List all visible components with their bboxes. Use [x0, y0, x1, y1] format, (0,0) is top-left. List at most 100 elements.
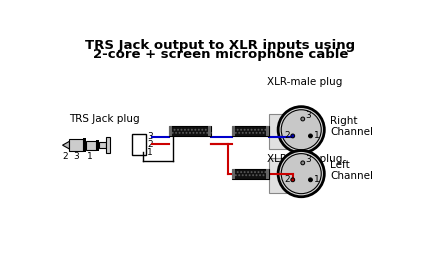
Text: 3: 3: [305, 154, 311, 164]
Bar: [99, 142, 106, 148]
Circle shape: [187, 129, 190, 131]
Text: Left
Channel: Left Channel: [331, 160, 374, 181]
Circle shape: [281, 110, 321, 150]
Circle shape: [254, 129, 256, 131]
Circle shape: [245, 132, 247, 134]
Circle shape: [196, 132, 198, 134]
Circle shape: [233, 171, 235, 173]
Bar: [232, 126, 235, 136]
Circle shape: [244, 171, 246, 173]
Text: 2-core + screen microphone cable: 2-core + screen microphone cable: [93, 48, 348, 61]
Text: XLR-male plug: XLR-male plug: [267, 77, 343, 87]
Circle shape: [266, 174, 268, 176]
Bar: [269, 114, 301, 149]
Circle shape: [255, 132, 258, 134]
Circle shape: [174, 129, 175, 131]
Text: 1: 1: [147, 148, 153, 157]
Circle shape: [175, 132, 177, 134]
Circle shape: [185, 132, 187, 134]
Text: 3: 3: [305, 110, 311, 120]
Circle shape: [278, 151, 324, 197]
Circle shape: [194, 129, 197, 131]
Circle shape: [309, 178, 312, 182]
Bar: [169, 126, 211, 136]
Text: 2: 2: [284, 175, 290, 184]
Circle shape: [264, 171, 267, 173]
Circle shape: [208, 129, 210, 131]
Circle shape: [182, 132, 184, 134]
Circle shape: [262, 132, 264, 134]
Circle shape: [309, 134, 312, 138]
Circle shape: [191, 129, 193, 131]
Circle shape: [172, 132, 174, 134]
Text: TRS Jack plug: TRS Jack plug: [69, 114, 139, 124]
Text: 1: 1: [87, 152, 93, 161]
Circle shape: [240, 171, 242, 173]
Circle shape: [238, 132, 240, 134]
Text: 3: 3: [74, 152, 79, 161]
Circle shape: [184, 129, 186, 131]
Bar: [86, 141, 96, 150]
Circle shape: [258, 129, 259, 131]
Circle shape: [301, 161, 305, 165]
Circle shape: [264, 129, 267, 131]
Circle shape: [206, 132, 208, 134]
Text: 2: 2: [63, 152, 68, 161]
Circle shape: [242, 132, 244, 134]
Circle shape: [192, 132, 194, 134]
Circle shape: [301, 117, 305, 121]
Polygon shape: [62, 141, 70, 149]
Circle shape: [203, 132, 205, 134]
Circle shape: [254, 171, 256, 173]
Circle shape: [238, 174, 240, 176]
Circle shape: [181, 129, 182, 131]
Circle shape: [278, 107, 324, 153]
Circle shape: [262, 174, 264, 176]
Text: 3: 3: [147, 132, 153, 141]
Bar: [83, 138, 86, 152]
Circle shape: [252, 174, 254, 176]
Circle shape: [255, 174, 258, 176]
Text: 2: 2: [284, 131, 290, 140]
Bar: [96, 140, 99, 151]
Text: 1: 1: [313, 131, 319, 140]
Circle shape: [170, 129, 172, 131]
Circle shape: [291, 178, 295, 182]
Circle shape: [261, 171, 263, 173]
Circle shape: [233, 129, 235, 131]
Circle shape: [235, 174, 237, 176]
Circle shape: [189, 132, 191, 134]
Circle shape: [281, 154, 321, 194]
Text: XLR-male plug: XLR-male plug: [267, 154, 343, 164]
Circle shape: [235, 132, 237, 134]
Circle shape: [201, 129, 203, 131]
Bar: [232, 169, 269, 179]
Bar: [232, 126, 269, 136]
Circle shape: [291, 134, 295, 138]
Bar: [269, 158, 301, 193]
Circle shape: [237, 171, 239, 173]
Circle shape: [247, 171, 249, 173]
Circle shape: [251, 129, 252, 131]
Text: 2: 2: [147, 140, 153, 149]
Bar: [266, 126, 269, 136]
Bar: [132, 134, 146, 155]
Circle shape: [240, 129, 242, 131]
Circle shape: [210, 132, 212, 134]
Text: 1: 1: [313, 175, 319, 184]
Circle shape: [249, 174, 251, 176]
Circle shape: [244, 129, 246, 131]
Circle shape: [177, 129, 179, 131]
Circle shape: [259, 174, 261, 176]
Circle shape: [198, 129, 200, 131]
Bar: [232, 169, 235, 179]
Bar: [169, 126, 172, 136]
Circle shape: [266, 132, 268, 134]
Circle shape: [247, 129, 249, 131]
Circle shape: [245, 174, 247, 176]
Circle shape: [249, 132, 251, 134]
Text: TRS Jack output to XLR inputs using: TRS Jack output to XLR inputs using: [85, 39, 356, 52]
Text: Right
Channel: Right Channel: [331, 116, 374, 138]
Bar: [208, 126, 211, 136]
Circle shape: [237, 129, 239, 131]
